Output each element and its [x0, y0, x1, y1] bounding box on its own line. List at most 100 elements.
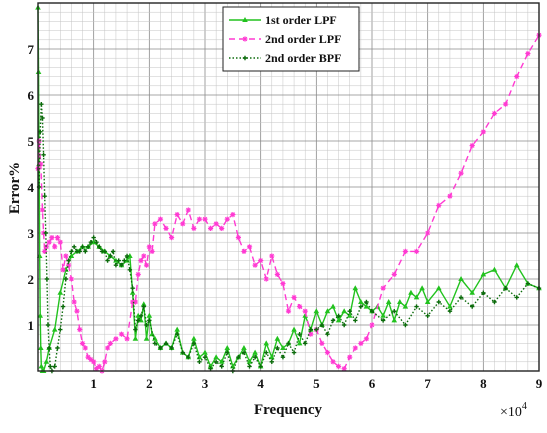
1st-order-lpf-point	[191, 335, 197, 341]
2nd-order-lpf-point	[132, 299, 139, 305]
2nd-order-bpf-point	[330, 318, 336, 323]
2nd-order-lpf-point	[246, 244, 253, 250]
2nd-order-lpf-point	[180, 221, 186, 227]
2nd-order-bpf-point	[113, 263, 119, 268]
legend: 1st order LPF 2nd order LPF 2nd order BPF	[222, 6, 360, 72]
series-1st-order-lpf	[35, 4, 542, 373]
2nd-order-lpf-point	[46, 239, 52, 245]
2nd-order-bpf-point	[97, 244, 102, 249]
2nd-order-bpf-point	[525, 281, 531, 286]
1st-order-lpf-point	[263, 340, 270, 346]
x-tick-label: 8	[480, 376, 487, 391]
2nd-order-bpf-point	[136, 318, 141, 323]
2nd-order-lpf-point	[93, 366, 100, 372]
2nd-order-lpf-point	[402, 248, 408, 254]
2nd-order-bpf-point	[52, 364, 57, 369]
x-tick-label: 3	[202, 376, 209, 391]
x-tick-label: 2	[146, 376, 153, 391]
2nd-order-bpf-point	[392, 309, 397, 314]
x-tick-label: 7	[424, 376, 431, 391]
2nd-order-lpf-point	[68, 276, 74, 282]
y-tick-label: 1	[28, 318, 35, 333]
1st-order-lpf-point	[324, 308, 331, 314]
2nd-order-lpf-point	[224, 216, 230, 222]
2nd-order-bpf-point	[48, 364, 53, 369]
2nd-order-lpf-point	[263, 276, 269, 282]
legend-item-2nd-order-bpf: 2nd order BPF	[229, 51, 341, 65]
legend-label: 1st order LPF	[265, 13, 337, 27]
2nd-order-lpf-point	[302, 308, 308, 314]
2nd-order-lpf-point	[66, 262, 72, 268]
2nd-order-lpf-point	[480, 129, 486, 135]
legend-2nd-order-lpf-point	[242, 36, 248, 42]
2nd-order-lpf-point	[135, 271, 141, 277]
1st-order-lpf-point	[280, 345, 286, 350]
2nd-order-lpf-point	[358, 340, 364, 346]
y-tick-label: 3	[28, 226, 35, 241]
2nd-order-lpf-point	[40, 230, 47, 236]
2nd-order-bpf-point	[325, 332, 330, 337]
2nd-order-lpf-point	[235, 235, 241, 241]
2nd-order-bpf-point	[42, 194, 47, 199]
1st-order-lpf-point	[419, 285, 425, 291]
legend-label: 2nd order BPF	[265, 51, 341, 65]
series-layer	[35, 4, 542, 374]
2nd-order-bpf-point	[358, 304, 364, 309]
x-exponent-base: ×10	[500, 405, 522, 420]
2nd-order-lpf-point	[71, 299, 77, 305]
2nd-order-lpf-point	[79, 340, 86, 346]
1st-order-lpf-point	[346, 312, 353, 318]
1st-order-lpf-point	[269, 354, 275, 360]
2nd-order-bpf-point	[414, 304, 419, 309]
2nd-order-bpf-point	[174, 332, 180, 337]
2nd-order-lpf-point	[124, 336, 130, 342]
2nd-order-bpf-point	[85, 244, 91, 249]
1st-order-lpf-point	[207, 363, 214, 369]
1st-order-lpf-point	[358, 299, 364, 304]
2nd-order-bpf-point	[133, 327, 138, 332]
2nd-order-lpf-point	[352, 345, 358, 351]
2nd-order-lpf-point	[63, 253, 69, 259]
2nd-order-lpf-point	[39, 207, 46, 213]
1st-order-lpf-point	[413, 294, 420, 300]
2nd-order-lpf-point	[163, 225, 169, 231]
2nd-order-bpf-point	[369, 309, 375, 314]
2nd-order-bpf-point	[258, 364, 263, 369]
x-exponent-power: 4	[522, 401, 527, 412]
y-tick-label: 4	[28, 180, 35, 195]
2nd-order-lpf-point	[207, 225, 214, 231]
legend-1st-order-lpf-point	[242, 17, 248, 22]
2nd-order-lpf-point	[280, 281, 286, 287]
2nd-order-lpf-point	[291, 294, 297, 300]
2nd-order-bpf-point	[63, 276, 69, 282]
2nd-order-lpf-point	[369, 322, 375, 328]
2nd-order-lpf-point	[88, 356, 94, 363]
1st-order-lpf-point	[352, 285, 359, 291]
2nd-order-bpf-point	[147, 318, 152, 323]
2nd-order-bpf-point	[69, 249, 74, 254]
2nd-order-bpf-point	[91, 235, 96, 240]
2nd-order-bpf-point	[364, 299, 369, 305]
2nd-order-lpf-point	[104, 345, 111, 351]
legend-item-1st-order-lpf: 1st order LPF	[229, 13, 337, 27]
2nd-order-lpf-point	[196, 216, 203, 222]
series-2nd-order-bpf	[36, 102, 542, 374]
2nd-order-lpf-point	[230, 212, 236, 218]
1st-order-lpf-point	[313, 308, 320, 314]
2nd-order-lpf-point	[436, 202, 442, 208]
1st-order-lpf-point	[408, 289, 414, 295]
2nd-order-bpf-point	[94, 240, 99, 245]
x-axis-label: Frequency	[254, 402, 323, 418]
2nd-order-bpf-point	[144, 322, 149, 328]
2nd-order-bpf-point	[60, 304, 66, 309]
2nd-order-lpf-point	[157, 216, 164, 222]
2nd-order-lpf-point	[341, 366, 347, 372]
1st-order-lpf-point	[335, 317, 342, 323]
2nd-order-bpf-point	[191, 341, 197, 346]
2nd-order-bpf-point	[88, 240, 94, 245]
2nd-order-bpf-point	[119, 263, 124, 268]
2nd-order-lpf-point	[138, 258, 144, 264]
2nd-order-bpf-point	[141, 304, 146, 309]
2nd-order-lpf-point	[503, 101, 509, 107]
2nd-order-bpf-point	[105, 258, 110, 263]
